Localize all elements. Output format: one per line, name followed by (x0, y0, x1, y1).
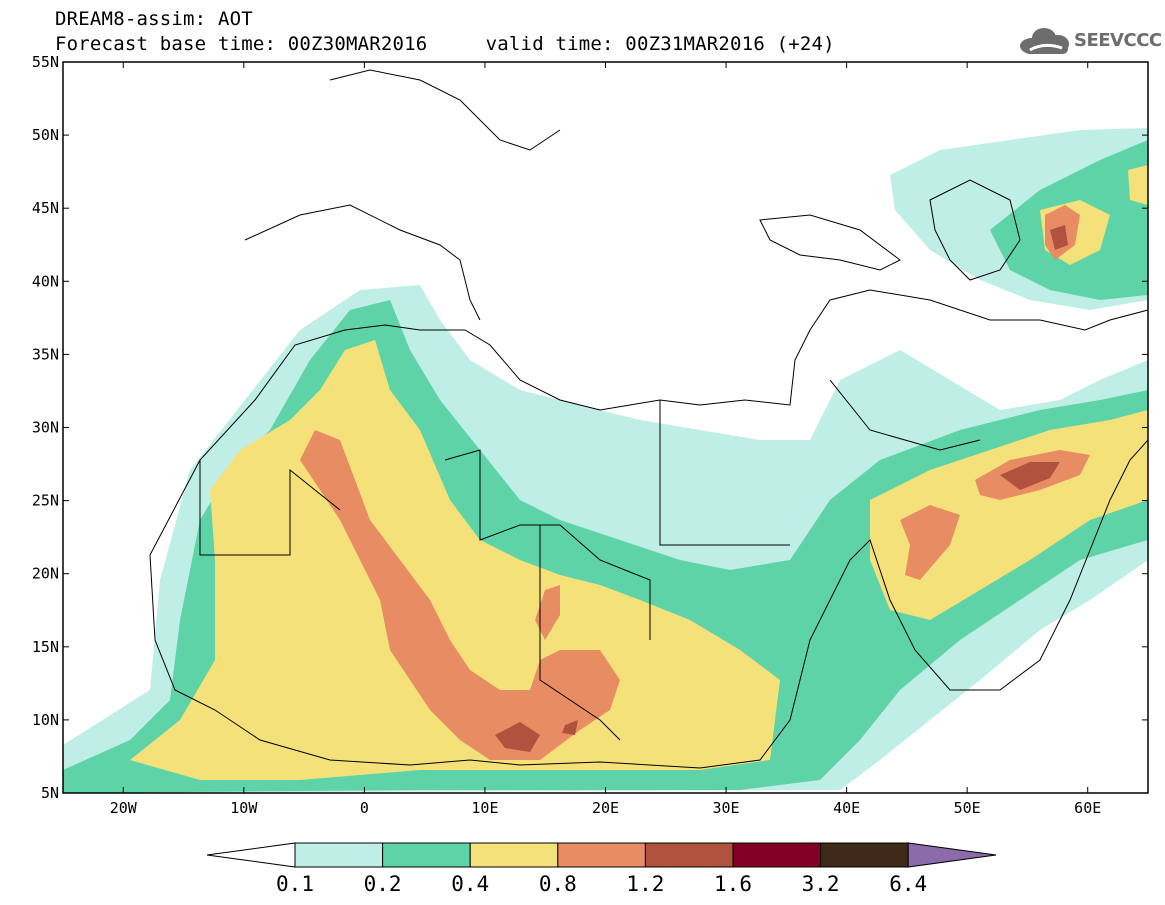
lat-label: 20N (32, 565, 59, 583)
aot-band-0.8 (535, 585, 560, 640)
colorbar-label: 3.2 (802, 872, 840, 896)
colorbar-label: 0.1 (276, 872, 314, 896)
colorbar-label: 1.6 (714, 872, 752, 896)
coastline (244, 204, 481, 321)
lon-label: 10W (230, 799, 258, 817)
colorbar-label: 1.2 (626, 872, 664, 896)
coastlines (149, 69, 1148, 769)
colorbar-segment (644, 842, 734, 868)
lon-label: 20W (110, 799, 138, 817)
lon-label: 0 (360, 799, 369, 817)
colorbar-label: 0.2 (364, 872, 402, 896)
colorbar-segment (557, 842, 646, 868)
lat-label: 30N (32, 419, 59, 437)
logo-text: SEEVCCC (1074, 30, 1162, 51)
aot-band-0.4 (130, 340, 780, 780)
colorbar-arrow-high (907, 842, 997, 868)
lat-label: 45N (32, 199, 59, 217)
coastline (329, 69, 561, 151)
colorbar-segment (469, 842, 559, 868)
coastline (149, 554, 811, 769)
cloud-icon (1020, 28, 1069, 54)
colorbar-segment (382, 842, 471, 868)
border (199, 460, 341, 556)
colorbar-arrow-low (206, 842, 296, 868)
lon-label: 50E (954, 799, 981, 817)
lon-label: 40E (833, 799, 860, 817)
colorbar-label: 6.4 (889, 872, 927, 896)
border (539, 525, 621, 741)
lat-label: 55N (32, 53, 59, 71)
lon-label: 30E (713, 799, 740, 817)
aot-band-1.2 (1050, 225, 1068, 250)
lon-label: 10E (471, 799, 498, 817)
lat-label: 35N (32, 345, 59, 363)
lat-label: 15N (32, 638, 59, 656)
colorbar-segment (294, 842, 384, 868)
longitude-axis: 20W 10W 0 10E 20E 30E 40E 50E 60E (110, 62, 1101, 817)
coastline (809, 439, 1148, 691)
lat-label: 5N (41, 784, 59, 802)
lat-label: 25N (32, 492, 59, 510)
aot-band-0.4 (1128, 165, 1148, 205)
aot-band-1.2 (562, 720, 578, 735)
aot-fields (63, 128, 1148, 793)
coastline (759, 214, 901, 271)
lon-label: 20E (592, 799, 619, 817)
colorbar: 0.1 0.2 0.4 0.8 1.2 1.6 3.2 6.4 (206, 842, 997, 896)
aot-band-0.8 (900, 505, 960, 580)
chart-subtitle: Forecast base time: 00Z30MAR2016 valid t… (55, 33, 835, 55)
chart-title: DREAM8-assim: AOT (55, 8, 253, 30)
colorbar-segment (732, 842, 822, 868)
coastline (929, 179, 1021, 281)
latitude-axis: 55N 50N 45N 40N 35N 30N 25N 20N 15N 10N 5N (32, 53, 1148, 802)
lat-label: 50N (32, 126, 59, 144)
aot-band-1.2 (495, 722, 540, 752)
aot-band-1.2 (1000, 462, 1060, 490)
colorbar-segment (820, 842, 909, 868)
colorbar-label: 0.4 (451, 872, 489, 896)
lat-label: 10N (32, 711, 59, 729)
lon-label: 60E (1074, 799, 1101, 817)
border (829, 379, 981, 451)
lat-label: 40N (32, 272, 59, 290)
colorbar-label: 0.8 (539, 872, 577, 896)
border (659, 400, 790, 546)
